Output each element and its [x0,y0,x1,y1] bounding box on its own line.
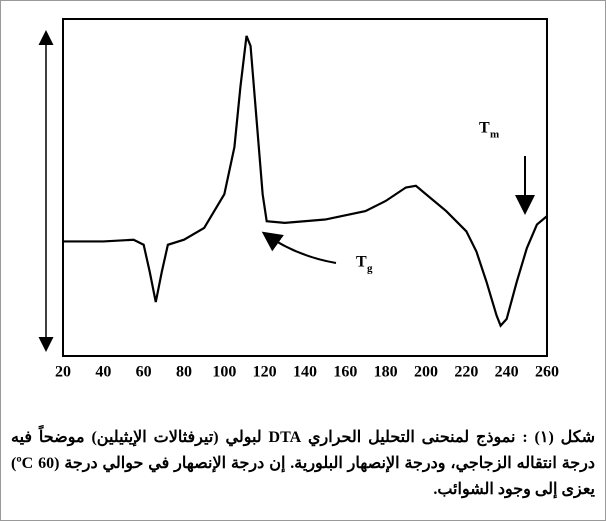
x-tick-label: 240 [495,364,519,381]
x-tick-label: 140 [293,364,317,381]
x-tick-label: 120 [253,364,277,381]
x-tick-label: 100 [212,364,236,381]
caption-text: نموذج لمنحنى التحليل الحراري DTA لبولي (… [11,429,596,498]
plot-frame [62,18,548,357]
annotation: T [356,254,367,271]
chart: T g T m 20 40 60 80 100 120 140 160 180 200 220 240… [38,18,559,381]
x-tick-label: 60 [136,364,152,381]
caption: شكل (١) : نموذج لمنحنى التحليل الحراري D… [11,425,595,503]
x-tick-label: 260 [535,364,559,381]
dta-curve [63,35,548,328]
x-tick-label: 220 [454,364,478,381]
x-tick-label: 180 [374,364,398,381]
caption-label: شكل (١) : [522,429,596,446]
annotation-sub: g [367,263,373,275]
tg-arrow [261,231,337,264]
x-tick-label: 40 [95,364,111,381]
x-tick-label: 20 [55,364,71,381]
x-tick-label: 80 [176,364,192,381]
annotation: T [479,120,490,137]
x-tick-label: 160 [333,364,357,381]
annotation-sub: m [490,129,499,141]
x-tick-label: 200 [414,364,438,381]
